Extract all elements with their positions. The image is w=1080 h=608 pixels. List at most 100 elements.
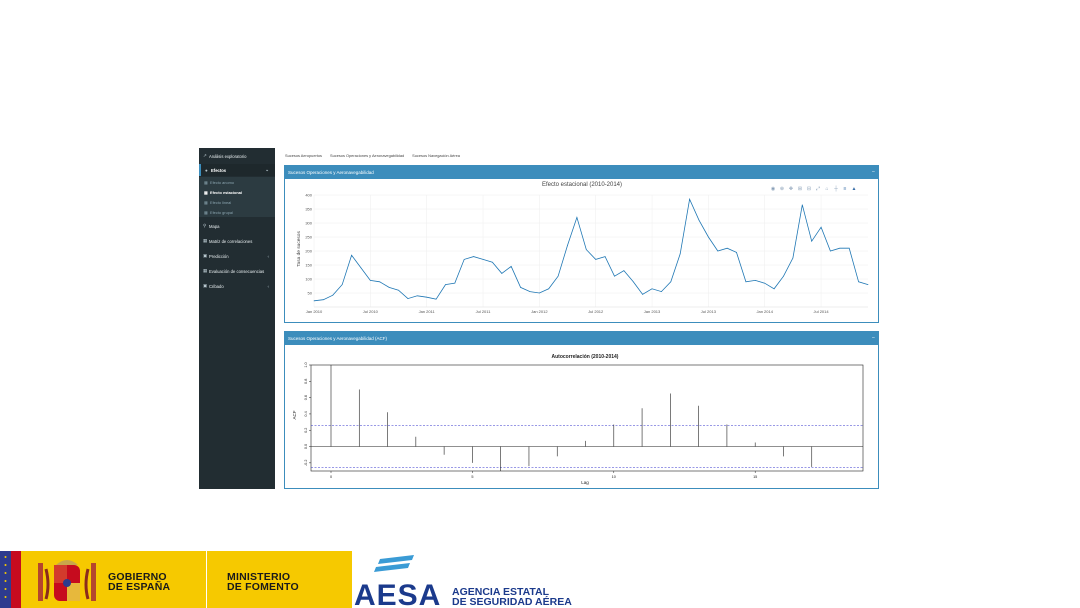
main-content: Sucesos Aeropuertos Sucesos Operaciones … — [275, 148, 881, 489]
data-point — [416, 295, 418, 297]
y-tick-label: 50 — [308, 291, 313, 296]
data-point — [585, 249, 587, 250]
footer-logos: GOBIERNO DE ESPAÑA MINISTERIO DE FOMENTO… — [0, 551, 1080, 608]
table-icon: ▦ — [204, 209, 208, 215]
data-point — [632, 281, 634, 283]
pie-chart-icon: ● — [205, 167, 208, 173]
ministry-name: MINISTERIO DE FOMENTO — [227, 572, 299, 593]
x-tick-label: 0 — [330, 475, 332, 479]
y-tick-label: 0.0 — [304, 444, 308, 449]
data-point — [313, 300, 315, 302]
data-point — [435, 298, 437, 300]
sidebar-item-cribado[interactable]: ▣ Cribado ‹ — [199, 280, 275, 292]
data-point — [492, 261, 493, 263]
chart-title: Efecto estacional (2010-2014) — [542, 182, 622, 188]
sidebar-item-evaluacion-consecuencias[interactable]: ▦ Evaluación de consecuencias — [199, 265, 275, 277]
sidebar-item-analisis-exploratorio[interactable]: ↗ Análisis exploratorio — [199, 150, 275, 162]
sidebar-subitem-efecto-lineal[interactable]: ▦ Efecto lineal — [199, 197, 275, 207]
collapse-button[interactable]: − — [871, 335, 875, 341]
sidebar: ↗ Análisis exploratorio ● Efectos ⌄ ▦ Ef… — [199, 148, 275, 489]
x-tick-label: 5 — [471, 475, 473, 479]
government-name: GOBIERNO DE ESPAÑA — [108, 571, 171, 593]
data-point — [717, 250, 719, 252]
eu-flag-icon — [0, 551, 11, 608]
data-point — [529, 291, 531, 292]
gov-line1: GOBIERNO — [108, 571, 167, 583]
collapse-button[interactable]: − — [871, 169, 875, 175]
y-tick-label: 0.2 — [304, 428, 308, 433]
y-axis-label: Tasa de sucesos — [296, 231, 302, 267]
tab-sucesos-aeropuertos[interactable]: Sucesos Aeropuertos — [285, 153, 322, 158]
zoom-out-icon[interactable]: ⊟ — [807, 186, 811, 192]
grid — [313, 194, 868, 308]
sidebar-subitem-efecto-estacional[interactable]: ▦ Efecto estacional — [199, 187, 275, 197]
data-point — [360, 267, 362, 269]
spike-lines-icon[interactable]: ┼ — [833, 185, 838, 192]
table-icon: ▦ — [203, 268, 208, 273]
sidebar-item-matriz-correlaciones[interactable]: ▦ Matriz de correlaciones — [199, 235, 275, 247]
data-point — [454, 282, 456, 284]
gov-line2: DE ESPAÑA — [108, 581, 171, 593]
sidebar-item-label: Cribado — [209, 283, 224, 289]
y-tick-label: 300 — [305, 221, 312, 226]
sidebar-subitem-efecto-anomo[interactable]: ▦ Efecto anomo — [199, 177, 275, 187]
data-point — [726, 247, 728, 249]
divider — [206, 551, 207, 608]
sidebar-item-efectos[interactable]: ● Efectos ⌄ — [199, 164, 275, 176]
autoscale-icon[interactable]: ⤢ — [816, 186, 820, 192]
compare-icon[interactable]: ≡ — [844, 186, 847, 192]
data-point — [379, 281, 381, 283]
data-point — [736, 252, 737, 253]
data-point — [670, 281, 672, 283]
chevron-down-icon: ⌄ — [265, 167, 269, 172]
aesa-name-line1: AGENCIA ESTATAL — [452, 586, 550, 598]
tab-sucesos-operaciones[interactable]: Sucesos Operaciones y Aeronavegabilidad — [329, 153, 405, 158]
plotly-logo-icon[interactable]: ▲ — [852, 186, 857, 192]
data-point — [830, 250, 831, 252]
sidebar-item-prediccion[interactable]: ▣ Predicción ‹ — [199, 250, 275, 262]
data-point — [501, 273, 503, 274]
data-point — [576, 217, 578, 218]
data-point — [332, 294, 334, 296]
x-tick-label: Jul 2014 — [813, 309, 829, 314]
y-tick-label: 350 — [305, 207, 312, 212]
data-point — [642, 294, 643, 295]
zoom-in-icon[interactable]: ⊞ — [798, 186, 802, 192]
data-point — [445, 284, 446, 285]
data-point — [839, 247, 841, 249]
aesa-name-line2: DE SEGURIDAD AÉREA — [452, 596, 572, 608]
x-tick-label: 10 — [612, 475, 616, 479]
sidebar-subitem-efecto-grupal[interactable]: ▦ Efecto grupal — [199, 207, 275, 217]
pan-icon[interactable]: ✥ — [789, 186, 793, 192]
data-point — [792, 257, 794, 259]
x-tick-label: Jul 2010 — [363, 309, 379, 314]
sidebar-item-label: Mapa — [209, 223, 220, 229]
y-tick-label: 1.0 — [304, 362, 308, 367]
sidebar-subitem-label: Efecto anomo — [210, 179, 235, 185]
coat-of-arms-icon — [34, 555, 100, 605]
data-point — [407, 298, 409, 299]
tab-sucesos-navegacion[interactable]: Sucesos Navegación Aérea — [412, 153, 460, 158]
acf-chart: Autocorrelación (2010-2014) Lag ACF -0.2… — [292, 354, 864, 485]
data-point — [623, 270, 625, 271]
sidebar-item-label: Análisis exploratorio — [209, 153, 247, 159]
y-tick-label: 0.6 — [304, 395, 308, 400]
data-point — [698, 219, 700, 221]
aesa-logo-text: AESA — [354, 579, 441, 608]
x-tick-label: Jul 2013 — [701, 309, 717, 314]
chart-line-icon: ↗ — [203, 153, 207, 158]
x-tick-label: Jan 2011 — [419, 309, 436, 314]
reset-icon[interactable]: ⌂ — [825, 186, 828, 192]
aesa-logo-icon: AESA — [352, 551, 452, 608]
sidebar-item-label: Evaluación de consecuencias — [209, 268, 265, 274]
x-tick-label: Jan 2014 — [756, 309, 773, 314]
chart-title: Autocorrelación (2010-2014) — [552, 354, 619, 360]
camera-icon[interactable]: ◉ — [771, 186, 776, 192]
data-point — [520, 287, 521, 288]
data-point — [679, 253, 681, 255]
zoom-icon[interactable]: ⊕ — [780, 186, 784, 192]
data-point — [557, 275, 559, 277]
sidebar-item-mapa[interactable]: ⚲ Mapa — [199, 220, 275, 232]
sidebar-subitem-label: Efecto estacional — [210, 189, 243, 195]
